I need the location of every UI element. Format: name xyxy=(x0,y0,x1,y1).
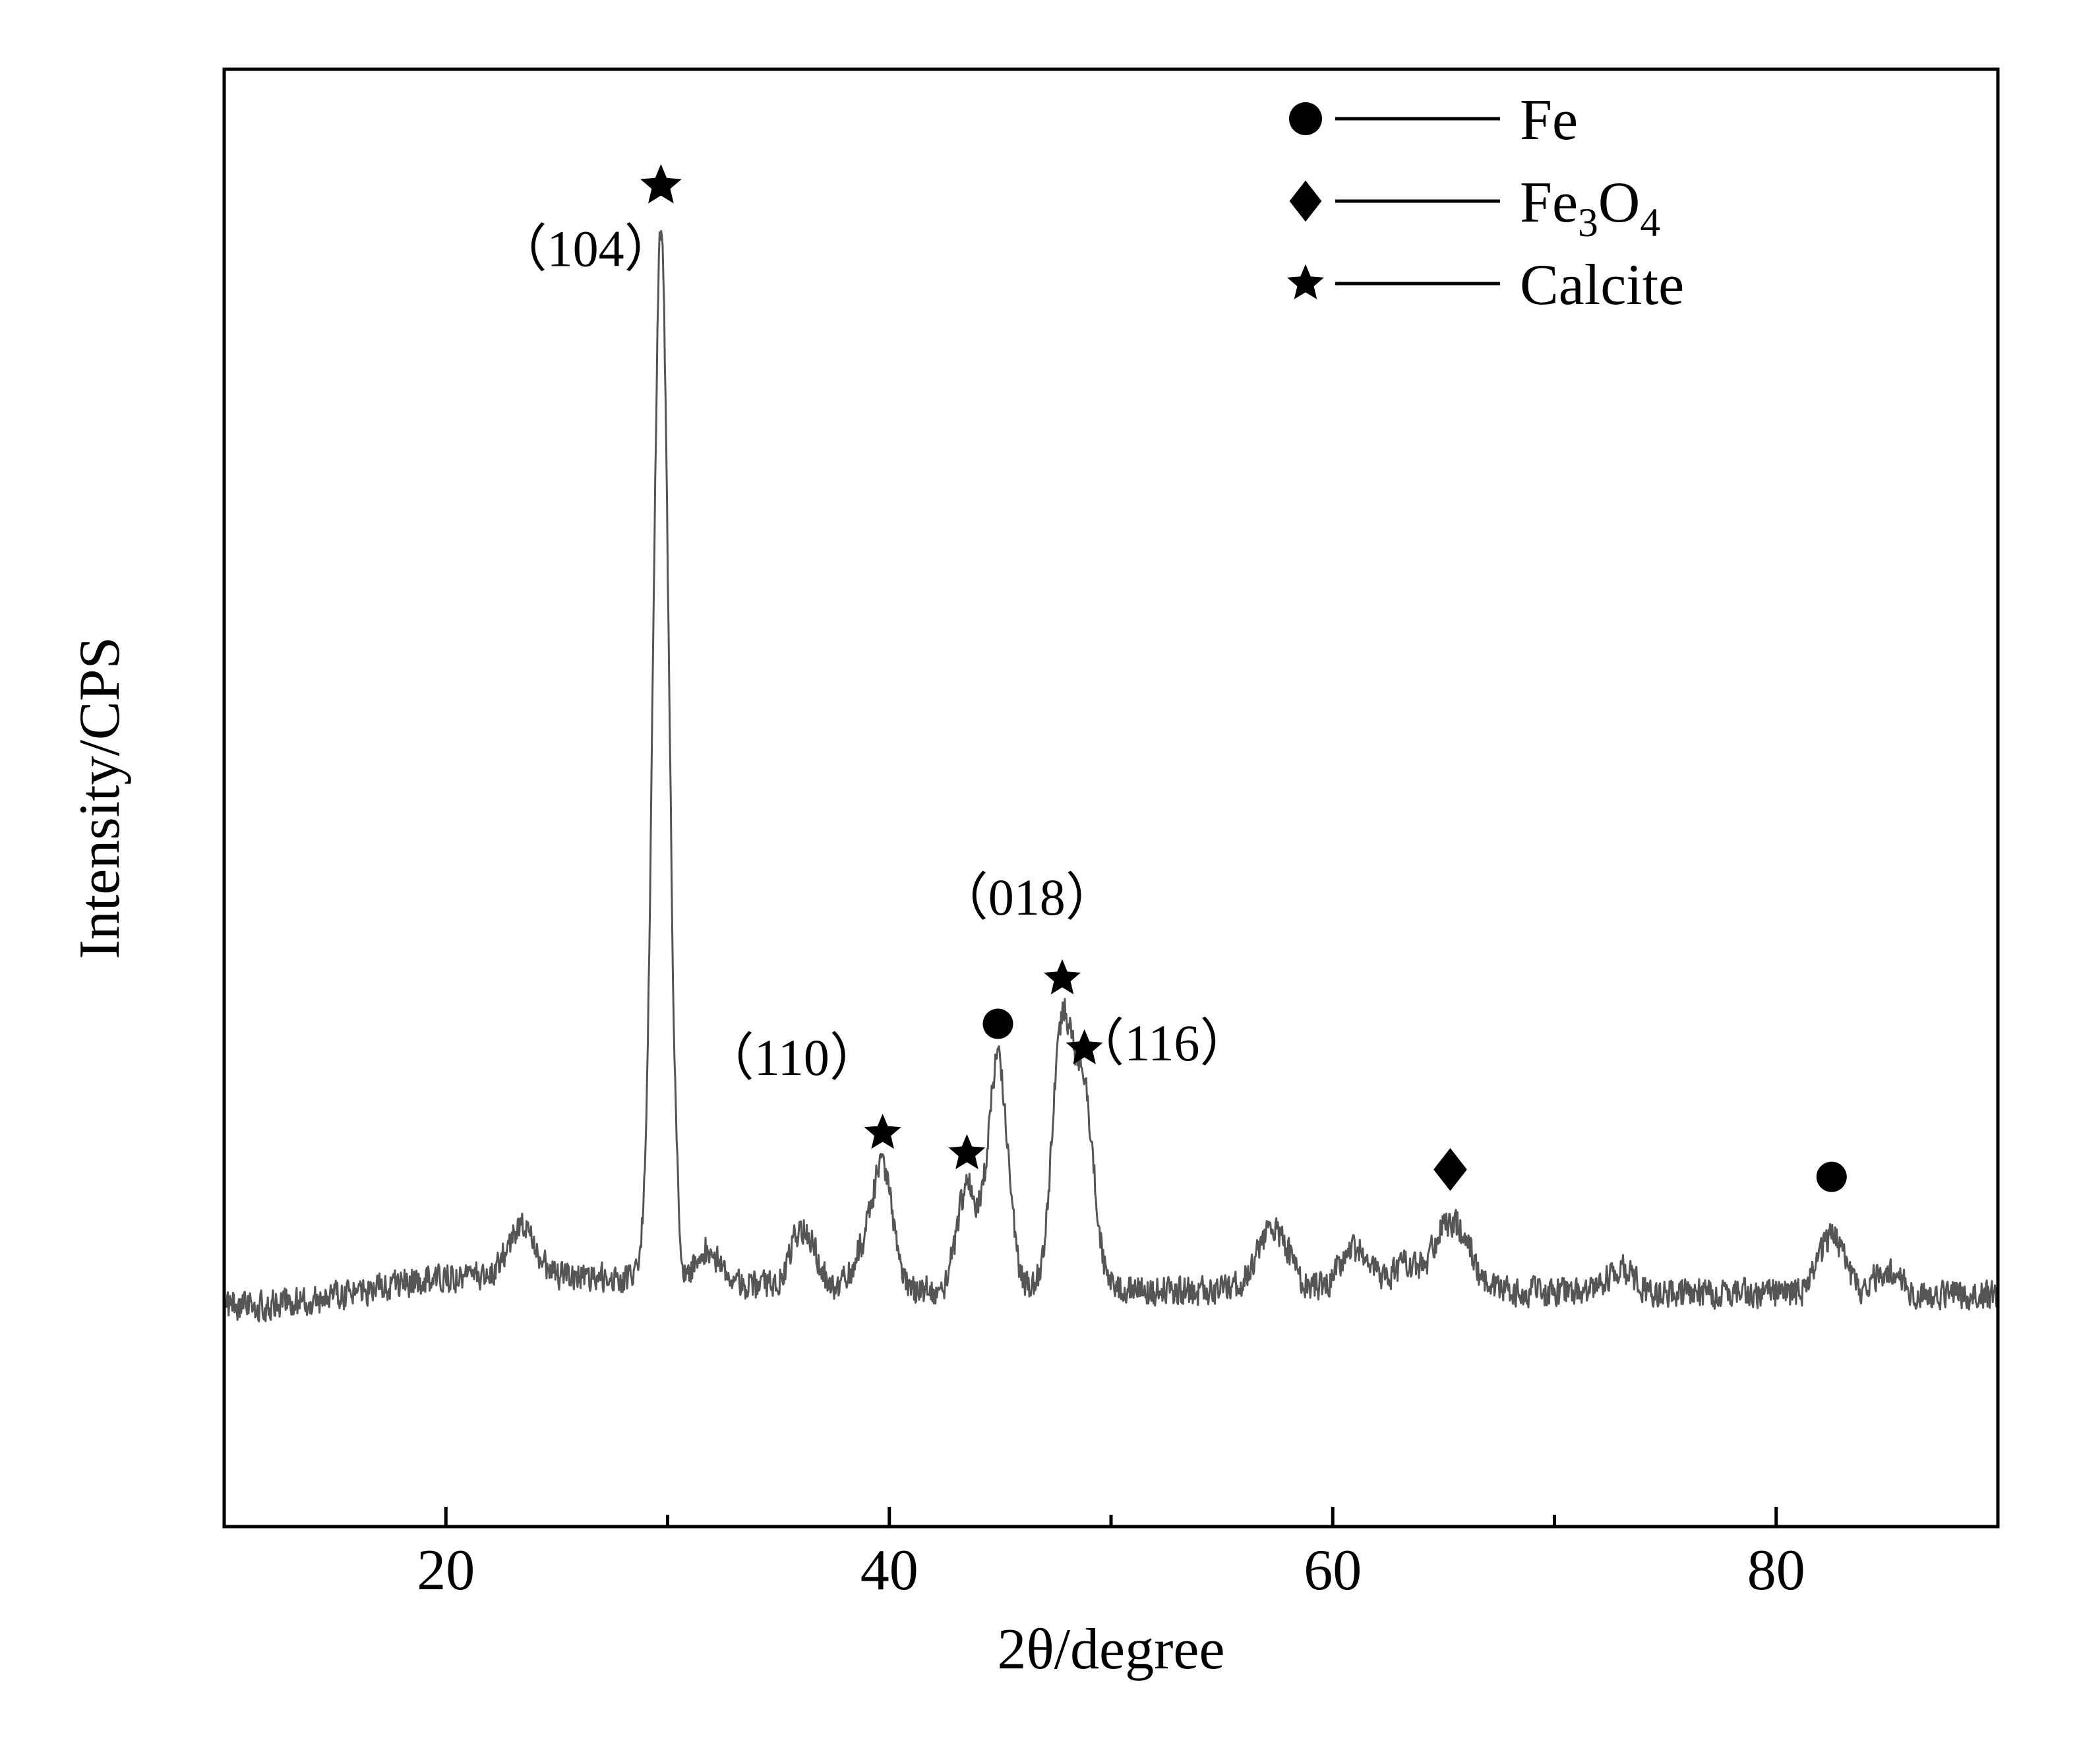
xtick-label: 80 xyxy=(1747,1538,1805,1602)
circle-icon xyxy=(1817,1162,1847,1192)
legend-label: Calcite xyxy=(1520,253,1684,317)
circle-icon xyxy=(1289,102,1322,135)
xtick-label: 60 xyxy=(1304,1538,1362,1602)
xtick-label: 40 xyxy=(860,1538,918,1602)
xtick-label: 20 xyxy=(417,1538,475,1602)
peak-annotation: （116） xyxy=(1073,1014,1251,1072)
peak-annotation: （104） xyxy=(496,220,676,277)
x-axis-label: 2θ/degree xyxy=(997,1618,1224,1682)
y-axis-label: Intensity/CPS xyxy=(68,637,132,959)
legend-label: Fe xyxy=(1520,88,1578,152)
circle-icon xyxy=(983,1009,1013,1039)
xrd-chart: 20 40 60 80 2θ/degree Intensity/CPS （104） （110）… xyxy=(0,0,2077,1764)
peak-annotation: （018） xyxy=(937,868,1117,926)
peak-annotation: （110） xyxy=(703,1029,881,1086)
